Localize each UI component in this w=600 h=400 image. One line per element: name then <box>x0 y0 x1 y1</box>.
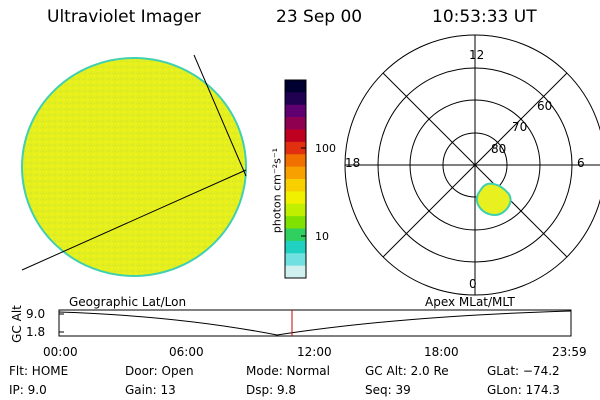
orbit-line <box>21 169 247 271</box>
info-glat: GLat: −74.2 <box>487 364 560 378</box>
info-flt: Flt: HOME <box>9 364 69 378</box>
timeline-y-tick-9: 9.0 <box>26 307 46 321</box>
info-mode: Mode: Normal <box>246 364 330 378</box>
timeline-plot <box>58 309 572 337</box>
lat-label-60: 60 <box>537 99 553 113</box>
colorbar-segment <box>285 129 306 143</box>
lat-label-80: 80 <box>491 142 507 156</box>
info-glon: GLon: 174.3 <box>487 383 560 397</box>
timeline-x-tick-1200: 12:00 <box>297 345 332 359</box>
colorbar-segment <box>285 117 306 131</box>
colorbar-tick-100: 100 <box>315 142 336 155</box>
timeline-left-title: Geographic Lat/Lon <box>69 295 187 309</box>
colorbar-ticks <box>301 147 306 237</box>
colorbar-segment <box>285 191 306 205</box>
info-seq: Seq: 39 <box>365 383 411 397</box>
colorbar-segment <box>285 240 306 254</box>
colorbar-segment <box>285 80 306 93</box>
colorbar-segment <box>285 141 306 155</box>
colorbar-segment <box>285 179 306 192</box>
info-gc-alt: GC Alt: 2.0 Re <box>365 364 449 378</box>
mlt-label-6: 6 <box>577 156 585 170</box>
mlt-label-0: 0 <box>469 277 477 291</box>
mlt-label-18: 18 <box>345 156 361 170</box>
timeline-frame <box>58 309 572 337</box>
mlt-label-12: 12 <box>469 48 485 62</box>
colorbar-tick-10: 10 <box>315 230 329 243</box>
timeline-right-title: Apex MLat/MLT <box>425 295 515 309</box>
terminator-line <box>193 54 247 177</box>
colorbar-segment <box>285 154 306 168</box>
polar-plot <box>344 34 600 296</box>
time-label: 10:53:33 UT <box>432 7 537 27</box>
date-label: 23 Sep 00 <box>276 7 363 27</box>
aurora-patch <box>476 182 512 216</box>
colorbar-segment <box>285 166 306 180</box>
colorbar-segment <box>285 104 306 118</box>
timeline-y-axis-label: GC Alt <box>10 305 24 343</box>
timeline-x-tick-2359: 23:59 <box>552 345 587 359</box>
earth-disk-image <box>21 54 247 277</box>
colorbar-segment <box>285 228 306 242</box>
instrument-title: Ultraviolet Imager <box>47 7 201 27</box>
polar-meridian-diag2 <box>382 72 568 258</box>
earth-disk <box>21 57 247 277</box>
lat-label-70: 70 <box>512 120 528 134</box>
colorbar-segment <box>285 92 306 106</box>
colorbar-unit-label: photon cm⁻²s⁻¹ <box>270 147 284 234</box>
altitude-curve <box>58 310 572 336</box>
timeline-x-tick-1800: 18:00 <box>424 345 459 359</box>
colorbar-segment <box>285 216 306 230</box>
timeline-x-tick-0000: 00:00 <box>43 345 78 359</box>
timeline-x-tick-0600: 06:00 <box>169 345 204 359</box>
colorbar-border <box>284 79 307 279</box>
info-dsp: Dsp: 9.8 <box>246 383 297 397</box>
colorbar-segment <box>285 253 306 267</box>
colorbar <box>284 79 307 279</box>
info-gain: Gain: 13 <box>125 383 176 397</box>
info-door: Door: Open <box>125 364 194 378</box>
colorbar-segment <box>285 265 306 279</box>
colorbar-segment <box>285 203 306 217</box>
info-ip: IP: 9.0 <box>9 383 47 397</box>
timeline-y-tick-1-8: 1.8 <box>26 325 46 339</box>
